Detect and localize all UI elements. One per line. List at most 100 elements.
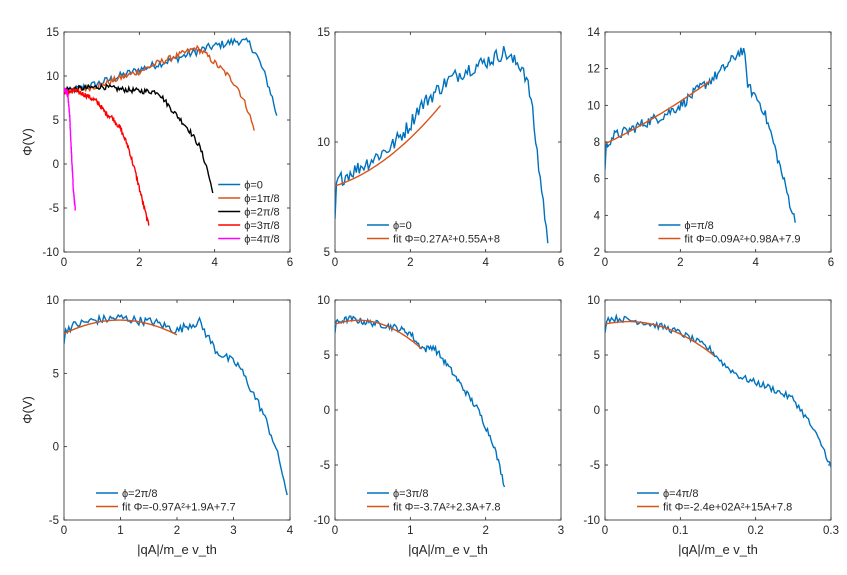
panel-top-left: 0 2 4 6 -10 -5 0 5 10 15 ϕ=0ϕ=1π/8 ϕ=2π/8ϕ=3π/8 ϕ=4π…: [20, 27, 293, 269]
legend: ϕ=0 fit Φ=0.27A²+0.55A+8: [367, 220, 500, 246]
series-line-fit Φ=-0.97A²+1.9A+7.7: [64, 319, 178, 336]
y-tick-label: -5: [49, 203, 59, 215]
legend-label: ϕ=0: [244, 180, 263, 192]
legend-label: ϕ=3π/8: [393, 488, 428, 500]
axes-box: [604, 31, 832, 253]
x-axis-label: |qA|/m_e v_th: [678, 542, 758, 557]
legend: ϕ=4π/8 fit Φ=-2.4e+02A²+15A+7.8: [637, 488, 792, 514]
x-tick-label: 6: [287, 257, 293, 269]
y-tick-label: 0: [53, 442, 59, 454]
y-tick-label: 4: [594, 210, 601, 222]
y-tick-label: 15: [46, 27, 59, 39]
axes-box: [63, 31, 291, 253]
axes-box: [63, 299, 291, 521]
y-axis-label: Φ(V): [20, 396, 35, 424]
y-tick-label: -5: [590, 460, 600, 472]
x-tick-label: 0.3: [823, 525, 839, 537]
x-tick-label: 4: [211, 257, 218, 269]
y-tick-label: 14: [587, 27, 600, 39]
axes-box: [334, 299, 562, 521]
x-tick-label: 2: [174, 525, 180, 537]
y-tick-label: 0: [53, 159, 59, 171]
series-line-fit Φ=0.09A²+0.98A+7.9: [605, 80, 711, 145]
y-tick-label: -10: [583, 515, 600, 527]
x-tick-label: 0.1: [672, 525, 688, 537]
legend: ϕ=0ϕ=1π/8 ϕ=2π/8ϕ=3π/8 ϕ=4π/8: [218, 180, 280, 246]
legend-label: ϕ=3π/8: [244, 220, 279, 232]
series-line-ϕ=π/8: [605, 47, 796, 223]
x-tick-label: 4: [287, 525, 294, 537]
panel-bottom-middle: 0 1 2 3 -10 -5 0 5 10 ϕ=3π/8 fit Φ=-3.7A²+2.3A+7.8…: [313, 295, 564, 557]
series-line-fit Φ=0.27A²+0.55A+8: [335, 105, 442, 187]
legend-label: fit Φ=-3.7A²+2.3A+7.8: [393, 502, 501, 514]
series-line-fit Φ=-2.4e+02A²+15A+7.8: [605, 320, 715, 357]
y-tick-label: 5: [324, 350, 330, 362]
legend-label: ϕ=0: [393, 220, 412, 232]
y-tick-label: 5: [594, 350, 600, 362]
y-tick-label: 10: [317, 295, 330, 307]
y-tick-label: 5: [53, 368, 59, 380]
y-tick-label: 5: [324, 247, 330, 259]
x-tick-label: 3: [558, 525, 564, 537]
legend-label: fit Φ=0.27A²+0.55A+8: [393, 234, 500, 246]
x-tick-label: 0.2: [748, 525, 764, 537]
x-tick-label: 4: [752, 257, 759, 269]
x-tick-label: 2: [407, 257, 413, 269]
x-tick-label: 6: [828, 257, 834, 269]
panel-bottom-right: 0 0.1 0.2 0.3 -10 -5 0 5 10 ϕ=4π/8 fit Φ=-2.4e+02A…: [583, 295, 839, 557]
legend-label: ϕ=π/8: [684, 220, 713, 232]
legend: ϕ=2π/8 fit Φ=-0.97A²+1.9A+7.7: [96, 488, 236, 514]
y-tick-label: -10: [313, 515, 330, 527]
y-tick-label: 6: [594, 174, 600, 186]
series-line-ϕ=3π/8: [64, 86, 150, 226]
y-tick-label: -5: [320, 460, 330, 472]
series-line-fit Φ=-3.7A²+2.3A+7.8: [335, 319, 423, 350]
y-tick-label: 2: [594, 247, 600, 259]
x-tick-label: 1: [117, 525, 123, 537]
y-tick-label: 12: [587, 64, 600, 76]
legend-label: fit Φ=-0.97A²+1.9A+7.7: [122, 502, 236, 514]
y-tick-label: 5: [53, 115, 59, 127]
y-tick-label: 10: [587, 100, 600, 112]
x-tick-label: 0: [602, 525, 608, 537]
legend-label: ϕ=4π/8: [663, 488, 698, 500]
series-line-ϕ=4π/8: [605, 313, 831, 468]
x-tick-label: 3: [230, 525, 236, 537]
y-tick-label: 10: [317, 137, 330, 149]
x-tick-label: 0: [61, 257, 67, 269]
y-tick-label: 8: [594, 137, 600, 149]
y-tick-label: 0: [594, 405, 600, 417]
series-line-ϕ=4π/8: [64, 87, 76, 211]
x-tick-label: 2: [482, 525, 488, 537]
series-line-ϕ=0: [335, 46, 549, 244]
series-line-ϕ=0: [64, 37, 278, 116]
legend-label: ϕ=2π/8: [122, 488, 157, 500]
legend-label: ϕ=1π/8: [244, 193, 279, 205]
axes-box: [334, 31, 562, 253]
y-tick-label: -5: [49, 515, 59, 527]
x-axis-label: |qA|/m_e v_th: [408, 542, 488, 557]
legend-label: fit Φ=-2.4e+02A²+15A+7.8: [663, 502, 792, 514]
x-axis-label: |qA|/m_e v_th: [137, 542, 217, 557]
legend: ϕ=3π/8 fit Φ=-3.7A²+2.3A+7.8: [367, 488, 501, 514]
y-tick-label: 0: [324, 405, 330, 417]
x-tick-label: 1: [407, 525, 413, 537]
x-tick-label: 2: [136, 257, 142, 269]
y-axis-label: Φ(V): [20, 128, 35, 156]
y-tick-label: 10: [46, 295, 59, 307]
y-tick-label: -10: [42, 247, 59, 259]
y-tick-label: 15: [317, 27, 330, 39]
y-tick-label: 10: [587, 295, 600, 307]
x-tick-label: 0: [332, 525, 338, 537]
legend: ϕ=π/8 fit Φ=0.09A²+0.98A+7.9: [658, 220, 801, 246]
x-tick-label: 4: [482, 257, 489, 269]
x-tick-label: 2: [677, 257, 683, 269]
y-tick-label: 10: [46, 71, 59, 83]
legend-label: ϕ=2π/8: [244, 207, 279, 219]
x-tick-label: 0: [61, 525, 67, 537]
legend-label: fit Φ=0.09A²+0.98A+7.9: [684, 234, 800, 246]
x-tick-label: 0: [602, 257, 608, 269]
